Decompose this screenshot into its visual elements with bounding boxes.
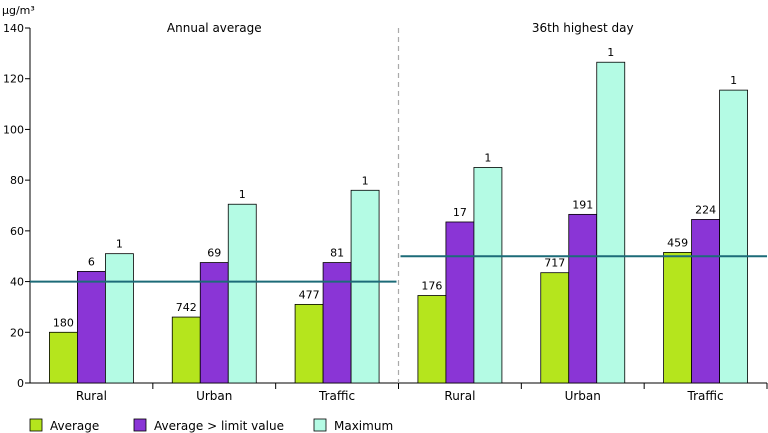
category-label-urban: Urban — [565, 389, 601, 403]
bar-average-limit-value-36th-highest-day-rural — [445, 221, 475, 384]
legend-label-average-limit-value: Average > limit value — [154, 419, 284, 433]
data-label: 1 — [116, 238, 123, 251]
data-label: 717 — [544, 257, 565, 270]
category-label-traffic: Traffic — [687, 389, 724, 403]
plot-area: µg/m³ 0 20 40 60 80 100 120 140 Annual average Rur… — [2, 4, 768, 403]
category-label-rural: Rural — [444, 389, 475, 403]
group-title-36th-highest-day: 36th highest day — [532, 21, 634, 35]
legend-swatch-maximum — [313, 418, 327, 432]
bar-average-annual-average-rural — [49, 331, 78, 384]
data-label: 69 — [207, 247, 221, 260]
data-label: 477 — [299, 288, 320, 301]
y-tick-label: 60 — [10, 225, 24, 238]
data-label: 1 — [362, 174, 369, 187]
data-label: 1 — [730, 74, 737, 87]
bar-average-36th-highest-day-traffic — [663, 252, 692, 384]
legend: Average Average > limit value Maximum — [29, 418, 393, 433]
data-label: 742 — [176, 301, 197, 314]
bar-maximum-36th-highest-day-urban — [596, 61, 626, 384]
category-label-urban: Urban — [196, 389, 232, 403]
bar-maximum-annual-average-rural — [105, 253, 134, 384]
data-label: 1 — [607, 46, 614, 59]
bar-average-limit-value-annual-average-traffic — [322, 262, 352, 384]
y-tick-label: 80 — [10, 174, 24, 187]
bar-average-annual-average-traffic — [294, 303, 324, 384]
legend-swatch-average-limit-value — [133, 418, 147, 432]
data-label: 81 — [330, 247, 344, 260]
bar-average-36th-highest-day-rural — [417, 295, 447, 384]
bar-average-limit-value-annual-average-rural — [77, 271, 106, 384]
bar-average-limit-value-36th-highest-day-traffic — [691, 219, 720, 384]
legend-swatch-average — [29, 418, 43, 432]
y-tick-label: 120 — [3, 73, 24, 86]
bar-maximum-36th-highest-day-rural — [473, 167, 503, 384]
bar-average-limit-value-36th-highest-day-urban — [568, 213, 598, 384]
data-label: 180 — [53, 316, 74, 329]
bar-maximum-annual-average-traffic — [350, 189, 380, 384]
bar-maximum-36th-highest-day-traffic — [719, 89, 748, 384]
y-tick-label: 40 — [10, 276, 24, 289]
bar-maximum-annual-average-urban — [227, 203, 257, 384]
legend-label-maximum: Maximum — [334, 419, 393, 433]
data-label: 459 — [667, 236, 688, 249]
bar-average-limit-value-annual-average-urban — [199, 262, 229, 384]
legend-label-average: Average — [50, 419, 99, 433]
group-title-annual-average: Annual average — [167, 21, 262, 35]
data-label: 6 — [88, 255, 95, 268]
bar-average-annual-average-urban — [171, 316, 201, 384]
data-label: 191 — [572, 198, 593, 211]
y-axis-unit-label: µg/m³ — [2, 4, 35, 17]
data-label: 176 — [421, 280, 442, 293]
y-tick-label: 0 — [17, 377, 24, 390]
category-label-traffic: Traffic — [318, 389, 355, 403]
y-tick-label: 100 — [3, 123, 24, 136]
data-label: 17 — [453, 206, 467, 219]
data-label: 1 — [239, 188, 246, 201]
data-label: 224 — [695, 203, 716, 216]
data-label: 1 — [484, 151, 491, 164]
category-label-rural: Rural — [76, 389, 107, 403]
y-tick-label: 140 — [3, 22, 24, 35]
y-tick-label: 20 — [10, 326, 24, 339]
bar-average-36th-highest-day-urban — [540, 272, 570, 384]
